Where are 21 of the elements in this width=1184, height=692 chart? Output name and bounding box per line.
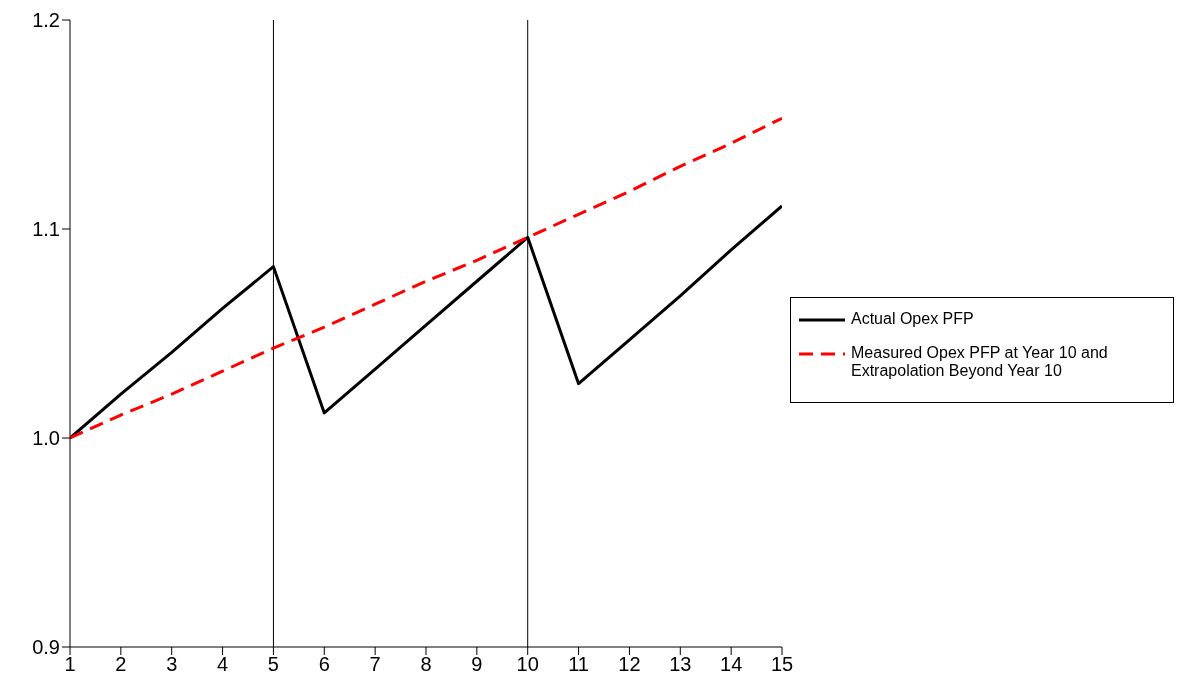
y-tick-label: 1.0 <box>32 427 60 450</box>
x-tick-label: 4 <box>217 653 229 676</box>
x-tick-label: 14 <box>720 653 743 676</box>
y-tick-label: 0.9 <box>32 636 60 659</box>
x-tick-label: 1 <box>64 653 76 676</box>
x-tick-label: 11 <box>568 653 589 676</box>
legend-label: Actual Opex PFP <box>851 310 974 328</box>
x-tick-label: 2 <box>115 653 127 676</box>
x-tick-label: 9 <box>471 653 483 676</box>
y-tick-label: 1.1 <box>32 218 60 241</box>
x-tick-label: 10 <box>516 653 539 676</box>
x-tick-label: 7 <box>369 653 381 676</box>
y-tick-label: 1.2 <box>32 9 60 32</box>
x-tick-label: 15 <box>770 653 794 676</box>
x-tick-label: 3 <box>166 653 178 676</box>
x-tick-label: 8 <box>420 653 432 676</box>
x-tick-label: 5 <box>267 653 279 676</box>
x-tick-label: 12 <box>618 653 641 676</box>
x-tick-label: 13 <box>669 653 692 676</box>
legend-label: Measured Opex PFP at Year 10 and Extrapolation Beyond Year 10 <box>851 344 1109 380</box>
x-tick-label: 6 <box>318 653 330 676</box>
